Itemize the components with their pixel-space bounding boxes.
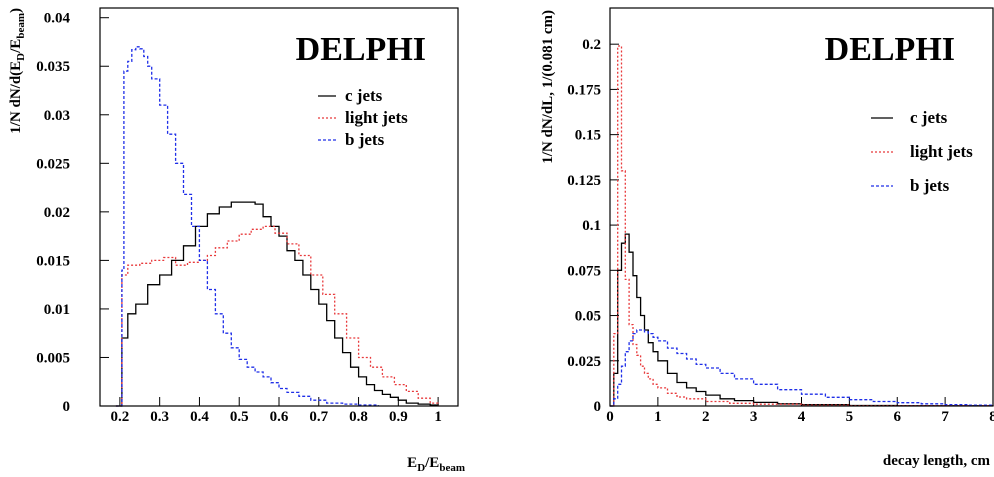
right-y-tick-label: 0.2	[582, 37, 601, 53]
left-y-tick-label: 0.015	[36, 253, 70, 269]
right-y-tick-label: 0.1	[582, 218, 601, 234]
left-y-tick-label: 0	[63, 399, 71, 415]
right-chart-legend: c jets light jets b jets	[871, 108, 973, 195]
left-x-tick-label: 0.4	[190, 409, 209, 425]
right-y-tick-label: 0.175	[567, 82, 601, 98]
left-x-tick-label: 0.9	[389, 409, 408, 425]
left-chart-x-axis-label: ED/Ebeam	[407, 455, 465, 474]
left-y-tick-label: 0.005	[36, 350, 70, 366]
right-x-tick-label: 6	[894, 409, 902, 425]
right-series-c-jets	[610, 233, 994, 407]
left-y-tick-label: 0.02	[44, 205, 70, 221]
right-x-tick-label: 2	[702, 409, 710, 425]
left-chart-watermark: DELPHI	[296, 31, 426, 68]
right-chart-watermark: DELPHI	[825, 31, 955, 68]
left-chart-plot-frame	[99, 7, 459, 407]
left-y-tick-label: 0.01	[44, 302, 70, 318]
right-x-tick-label: 3	[750, 409, 758, 425]
legend-label-b-jets: b jets	[345, 130, 385, 149]
right-y-tick-label: 0.075	[567, 263, 601, 279]
left-y-tick-label: 0.03	[44, 108, 70, 124]
legend-label-light-jets: light jets	[910, 142, 973, 161]
left-series-b-jets	[115, 46, 380, 407]
left-x-tick-label: 0.6	[270, 409, 289, 425]
left-chart-panel: 0.2 0.3 0.4 0.5 0.6 0.7 0.8 0.9 1 0 0.005 0.01 0.015…	[8, 7, 465, 474]
legend-label-b-jets: b jets	[910, 176, 950, 195]
left-x-tick-label: 0.8	[349, 409, 368, 425]
right-series-b-jets	[610, 329, 994, 407]
right-chart-plot-frame	[609, 7, 994, 407]
right-y-tick-label: 0.05	[575, 309, 601, 325]
right-y-tick-label: 0	[594, 399, 602, 415]
right-y-tick-label: 0.15	[575, 128, 601, 144]
left-x-tick-label: 0.5	[230, 409, 249, 425]
right-chart-y-axis-label: 1/N dN/dL, 1/(0.081 cm)	[540, 10, 556, 164]
right-series-light-jets	[610, 45, 994, 407]
left-y-tick-label: 0.025	[36, 156, 70, 172]
right-chart-x-axis-label: decay length, cm	[883, 453, 991, 469]
left-y-tick-label: 0.04	[44, 11, 71, 27]
legend-label-c-jets: c jets	[345, 86, 383, 105]
left-chart-y-axis-label: 1/N dN/d(ED/Ebeam)	[8, 8, 27, 134]
right-x-tick-label: 7	[941, 409, 949, 425]
right-chart-panel: 0 1 2 3 4 5 6 7 8 0 0.025 0.05 0.075 0.1 0.125 0.15 0.17…	[540, 7, 994, 469]
legend-label-c-jets: c jets	[910, 108, 948, 127]
right-x-tick-label: 8	[989, 409, 994, 425]
left-x-tick-label: 0.7	[309, 409, 328, 425]
left-x-tick-label: 0.3	[150, 409, 169, 425]
left-x-tick-label: 0.2	[111, 409, 130, 425]
left-series-light-jets	[115, 225, 439, 407]
legend-label-light-jets: light jets	[345, 108, 408, 127]
left-chart-axes: 0.2 0.3 0.4 0.5 0.6 0.7 0.8 0.9 1 0 0.005 0.01 0.015…	[36, 11, 442, 425]
left-chart-legend: c jets light jets b jets	[318, 86, 408, 149]
right-x-tick-label: 1	[654, 409, 662, 425]
left-chart-series	[115, 46, 439, 407]
right-x-tick-label: 4	[798, 409, 806, 425]
right-x-tick-label: 5	[846, 409, 854, 425]
left-x-tick-label: 1	[434, 409, 442, 425]
right-x-tick-label: 0	[606, 409, 614, 425]
left-y-tick-label: 0.035	[36, 59, 70, 75]
right-y-tick-label: 0.125	[567, 173, 601, 189]
right-chart-series	[610, 45, 994, 407]
right-y-tick-label: 0.025	[567, 354, 601, 370]
right-chart-axes: 0 1 2 3 4 5 6 7 8 0 0.025 0.05 0.075 0.1 0.125 0.15 0.17…	[567, 37, 994, 425]
left-series-c-jets	[115, 201, 439, 407]
